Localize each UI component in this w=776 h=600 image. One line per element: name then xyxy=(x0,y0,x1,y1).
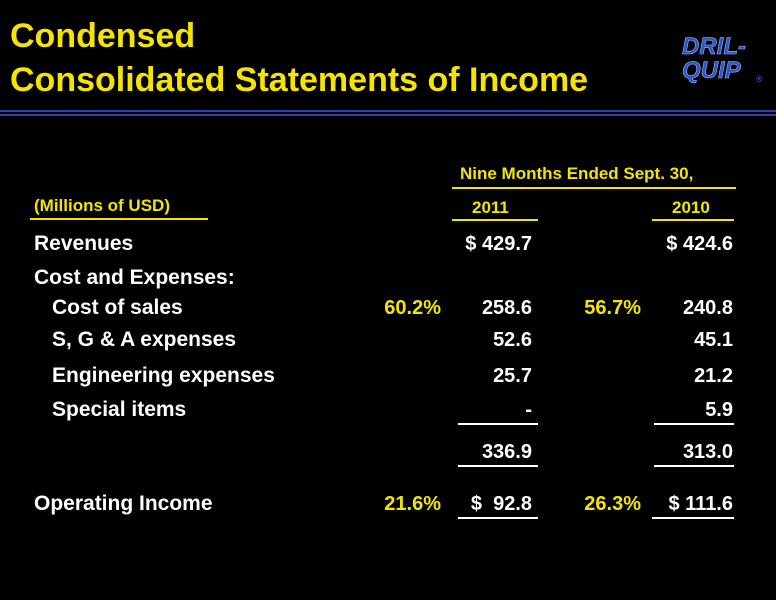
logo-registered-mark: ® xyxy=(756,74,763,84)
operating-income-2011: $ 92.8 xyxy=(470,493,532,515)
operating-income-pct-2011: 21.6% xyxy=(384,493,441,515)
cost-of-sales-label: Cost of sales xyxy=(52,296,183,319)
special-items-2011-underline xyxy=(458,423,538,425)
cost-and-expenses-label: Cost and Expenses: xyxy=(34,266,235,289)
dril-quip-logo-icon: DRIL- QUIP ® xyxy=(682,33,763,85)
special-items-label: Special items xyxy=(52,398,187,421)
title-line-2: Consolidated Statements of Income xyxy=(10,61,589,99)
engineering-2011: 25.7 xyxy=(493,365,532,387)
year-2010-underline xyxy=(652,219,734,221)
total-2011: 336.9 xyxy=(481,441,532,463)
operating-income-2011-underline xyxy=(458,517,538,519)
engineering-2010: 21.2 xyxy=(694,365,733,387)
sga-2011: 52.6 xyxy=(493,329,532,351)
revenues-2010: $ 424.6 xyxy=(666,233,733,255)
special-items-2010-underline xyxy=(654,423,734,425)
cost-of-sales-pct-2010: 56.7% xyxy=(584,297,641,319)
sga-label: S, G & A expenses xyxy=(52,328,237,351)
period-underline xyxy=(452,187,736,189)
units-underline xyxy=(30,218,208,220)
company-logo: DRIL- QUIP ® xyxy=(680,32,766,85)
year-2011-underline xyxy=(452,219,538,221)
logo-line-1: DRIL- xyxy=(682,33,746,60)
title-rule-bottom xyxy=(0,114,776,116)
total-2010-underline xyxy=(654,465,734,467)
cost-of-sales-2011: 258.6 xyxy=(481,297,532,319)
engineering-label: Engineering expenses xyxy=(52,364,275,387)
operating-income-2010: $ 111.6 xyxy=(668,493,733,515)
period-header: Nine Months Ended Sept. 30, xyxy=(460,164,694,183)
year-2010-header: 2010 xyxy=(672,198,710,217)
cost-of-sales-pct-2011: 60.2% xyxy=(384,297,441,319)
special-items-2010: 5.9 xyxy=(705,399,733,421)
total-2010: 313.0 xyxy=(682,441,733,463)
special-items-2011: - xyxy=(525,399,532,421)
operating-income-label: Operating Income xyxy=(34,492,213,515)
operating-income-2010-underline xyxy=(652,517,734,519)
units-label: (Millions of USD) xyxy=(34,196,170,215)
sga-2010: 45.1 xyxy=(694,329,733,351)
logo-line-2: QUIP xyxy=(682,57,742,84)
title-line-1: Condensed xyxy=(10,17,196,55)
operating-income-pct-2010: 26.3% xyxy=(584,493,641,515)
year-2011-header: 2011 xyxy=(472,198,509,217)
title-rule-top xyxy=(0,110,776,112)
revenues-2011: $ 429.7 xyxy=(465,233,532,255)
total-2011-underline xyxy=(458,465,538,467)
revenues-label: Revenues xyxy=(34,232,134,255)
cost-of-sales-2010: 240.8 xyxy=(682,297,733,319)
